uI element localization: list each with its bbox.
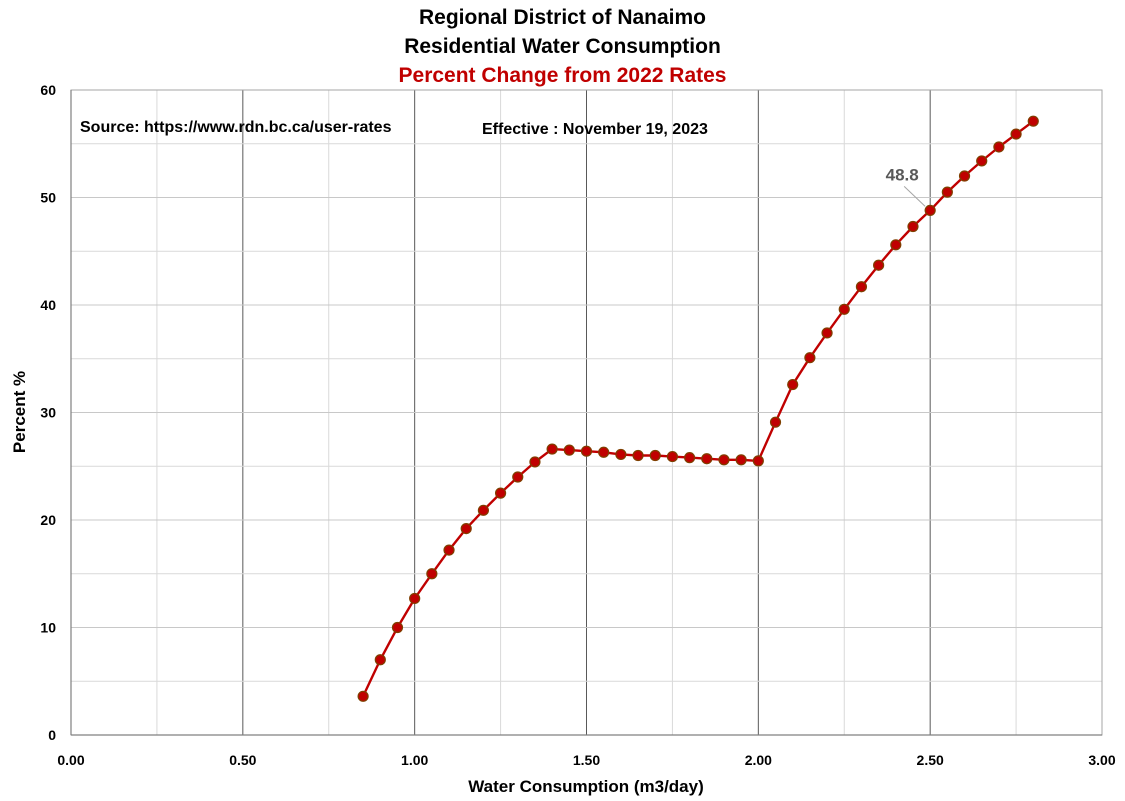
x-tick-label: 0.50 [229,752,256,768]
source-annotation: Source: https://www.rdn.bc.ca/user-rates [80,119,392,136]
series-line [357,115,1039,702]
chart-subtitle: Residential Water Consumption [404,35,721,58]
x-tick-label: 0.00 [57,752,84,768]
data-point [958,170,971,182]
data-point [769,416,782,428]
data-label: 48.8 [886,165,919,184]
data-point [649,449,661,462]
y-tick-label: 0 [48,727,56,743]
data-point [855,281,868,293]
x-axis-title: Water Consumption (m3/day) [468,777,704,796]
data-point [546,443,558,455]
data-point [598,446,610,458]
data-point [752,455,764,467]
y-tick-label: 10 [40,620,56,636]
tick-labels: 0.00 0.50 1.00 1.50 2.00 2.50 3.00 0 10 20 30 40 50 6… [40,82,1115,768]
y-tick-label: 30 [40,405,56,421]
x-tick-label: 2.50 [917,752,944,768]
data-point [477,504,489,516]
data-point [666,450,679,463]
data-point [735,454,747,466]
data-point [580,445,593,457]
x-tick-label: 1.00 [401,752,428,768]
data-point [718,454,730,466]
y-tick-label: 40 [40,297,56,313]
data-point [976,155,988,167]
data-point [563,444,575,456]
data-point [804,352,816,364]
data-point [924,204,936,216]
x-tick-label: 1.50 [573,752,600,768]
data-point [374,654,386,666]
data-point [993,141,1005,153]
y-tick-label: 20 [40,512,56,528]
data-point [460,522,472,535]
data-point [632,449,644,462]
data-point [409,592,421,605]
chart-title: Regional District of Nanaimo [418,6,707,29]
data-point [512,471,524,483]
data-point [357,690,369,702]
chart-subtitle-red: Percent Change from 2022 Rates [398,64,727,87]
data-point [529,456,541,468]
data-point [443,544,455,556]
data-point [615,448,627,461]
data-point [873,259,885,271]
x-tick-label: 2.00 [745,752,772,768]
data-point [907,220,919,233]
data-point [821,327,833,339]
data-point [838,303,850,315]
data-point [890,239,902,251]
effective-date-annotation: Effective : November 19, 2023 [482,121,708,138]
y-axis-title: Percent % [10,371,29,453]
data-point [941,186,953,198]
axes [70,89,1103,736]
data-point [1027,115,1039,127]
data-label-leader [903,186,926,207]
data-point [683,452,696,464]
data-point [701,453,713,465]
data-point [787,378,799,391]
y-tick-label: 60 [40,82,56,98]
y-tick-label: 50 [40,190,56,206]
data-point [494,487,507,499]
data-point [1010,128,1022,140]
x-tick-label: 3.00 [1088,752,1115,768]
data-point [426,568,438,580]
data-label-group: 48.8 [886,165,926,207]
series-path [362,120,1035,697]
data-point [391,621,404,634]
